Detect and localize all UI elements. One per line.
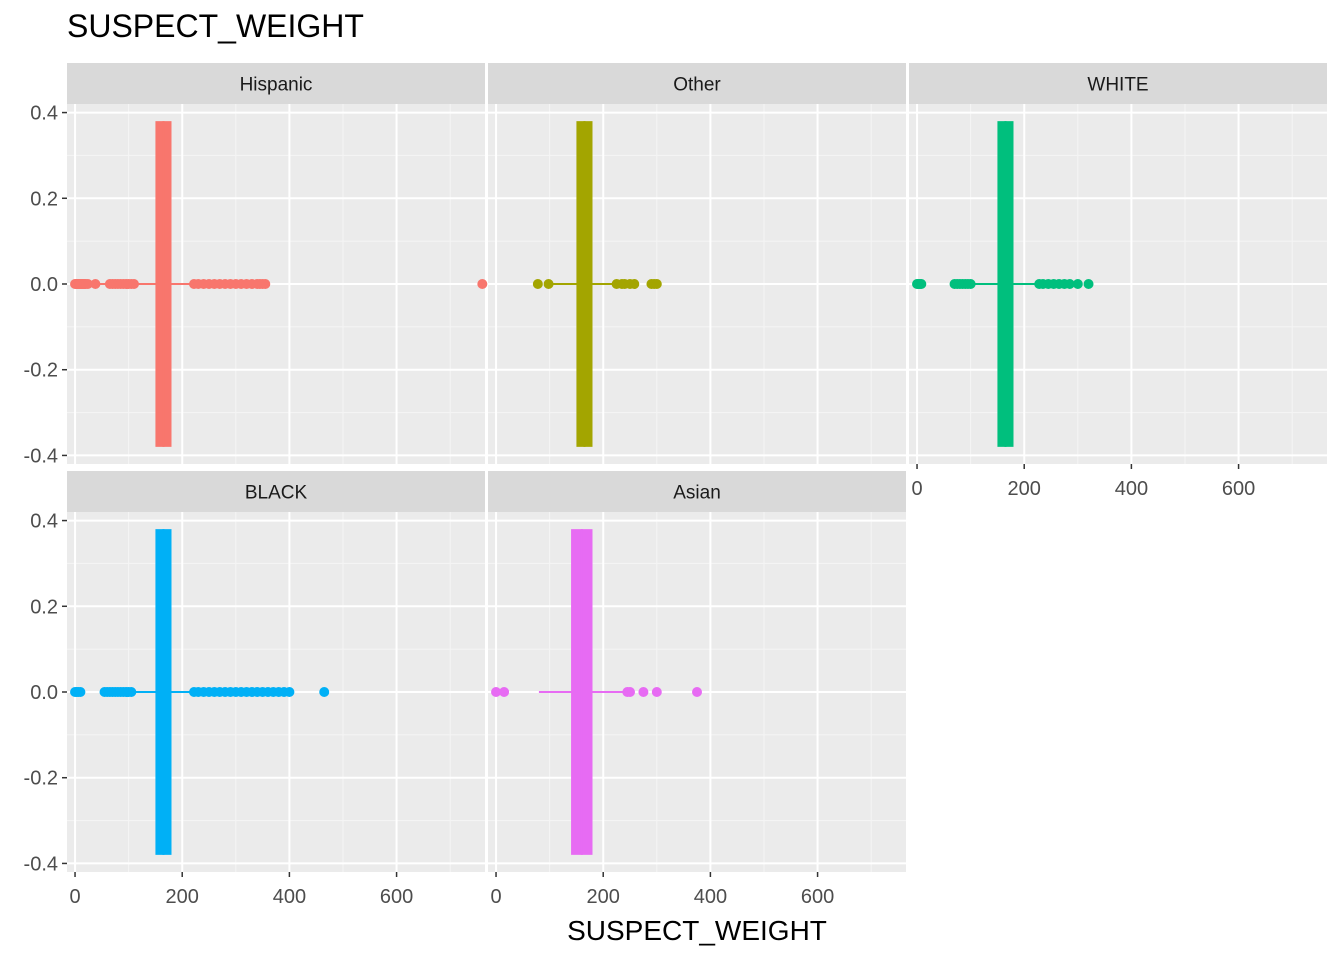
x-tick-label: 0 [490,886,501,908]
x-axis-label: SUSPECT_WEIGHT [567,915,827,946]
x-tick-label: 400 [694,886,727,908]
outlier-point [1072,279,1083,289]
x-tick-label: 400 [1115,478,1148,500]
outlier-point [965,279,976,289]
outlier-point [75,687,86,697]
facet-label: BLACK [245,483,308,504]
outlier-point [638,687,649,697]
outlier-point [319,687,330,697]
y-tick-label: 0.2 [30,596,58,618]
facet-strip [67,63,485,104]
facet-label: Other [673,75,721,96]
y-tick-label: 0.4 [30,511,58,533]
outlier-point [128,279,139,289]
y-tick-label: 0.2 [30,188,58,210]
facet-strip [488,63,906,104]
y-tick-label: -0.4 [24,853,58,875]
outlier-point [82,279,93,289]
outlier-point [1083,279,1094,289]
x-tick-label: 600 [1222,478,1255,500]
outlier-point [90,279,101,289]
y-tick-label: -0.2 [24,360,58,382]
facet-strip [67,471,485,512]
outlier-point [499,687,510,697]
outlier-point [651,687,662,697]
outlier-point [532,279,543,289]
outlier-point [625,687,636,697]
y-tick-label: -0.4 [24,445,58,467]
y-tick-label: 0.0 [30,682,58,704]
y-tick-label: -0.2 [24,768,58,790]
facet-strip [488,471,906,512]
x-tick-label: 400 [273,886,306,908]
facet-label: Asian [673,483,721,504]
facet-label: Hispanic [240,75,313,96]
x-tick-label: 200 [1008,478,1041,500]
facet-label: WHITE [1087,75,1148,96]
chart-title: SUSPECT_WEIGHT [67,8,364,44]
x-tick-label: 0 [69,886,80,908]
facet-strip [909,63,1327,104]
y-tick-label: 0.4 [30,103,58,125]
x-tick-label: 200 [587,886,620,908]
outlier-point [543,279,554,289]
x-tick-label: 600 [801,886,834,908]
x-tick-label: 600 [380,886,413,908]
x-tick-label: 200 [166,886,199,908]
outlier-point [260,279,271,289]
x-tick-label: 0 [911,478,922,500]
outlier-point [1064,279,1075,289]
outlier-point [491,687,502,697]
outlier-point [477,279,488,289]
outlier-point [284,687,295,697]
outlier-point [916,279,927,289]
y-tick-label: 0.0 [30,274,58,296]
outlier-point [629,279,640,289]
outlier-point [126,687,137,697]
outlier-point [692,687,702,697]
outlier-point [651,279,662,289]
